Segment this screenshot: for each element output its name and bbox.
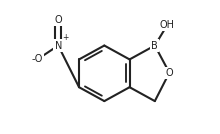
Text: +: + [62, 33, 68, 42]
Text: -O: -O [32, 54, 43, 64]
Text: N: N [55, 40, 62, 51]
Text: B: B [151, 40, 158, 51]
Text: O: O [165, 68, 173, 78]
Text: OH: OH [160, 20, 175, 30]
Text: O: O [54, 15, 62, 25]
